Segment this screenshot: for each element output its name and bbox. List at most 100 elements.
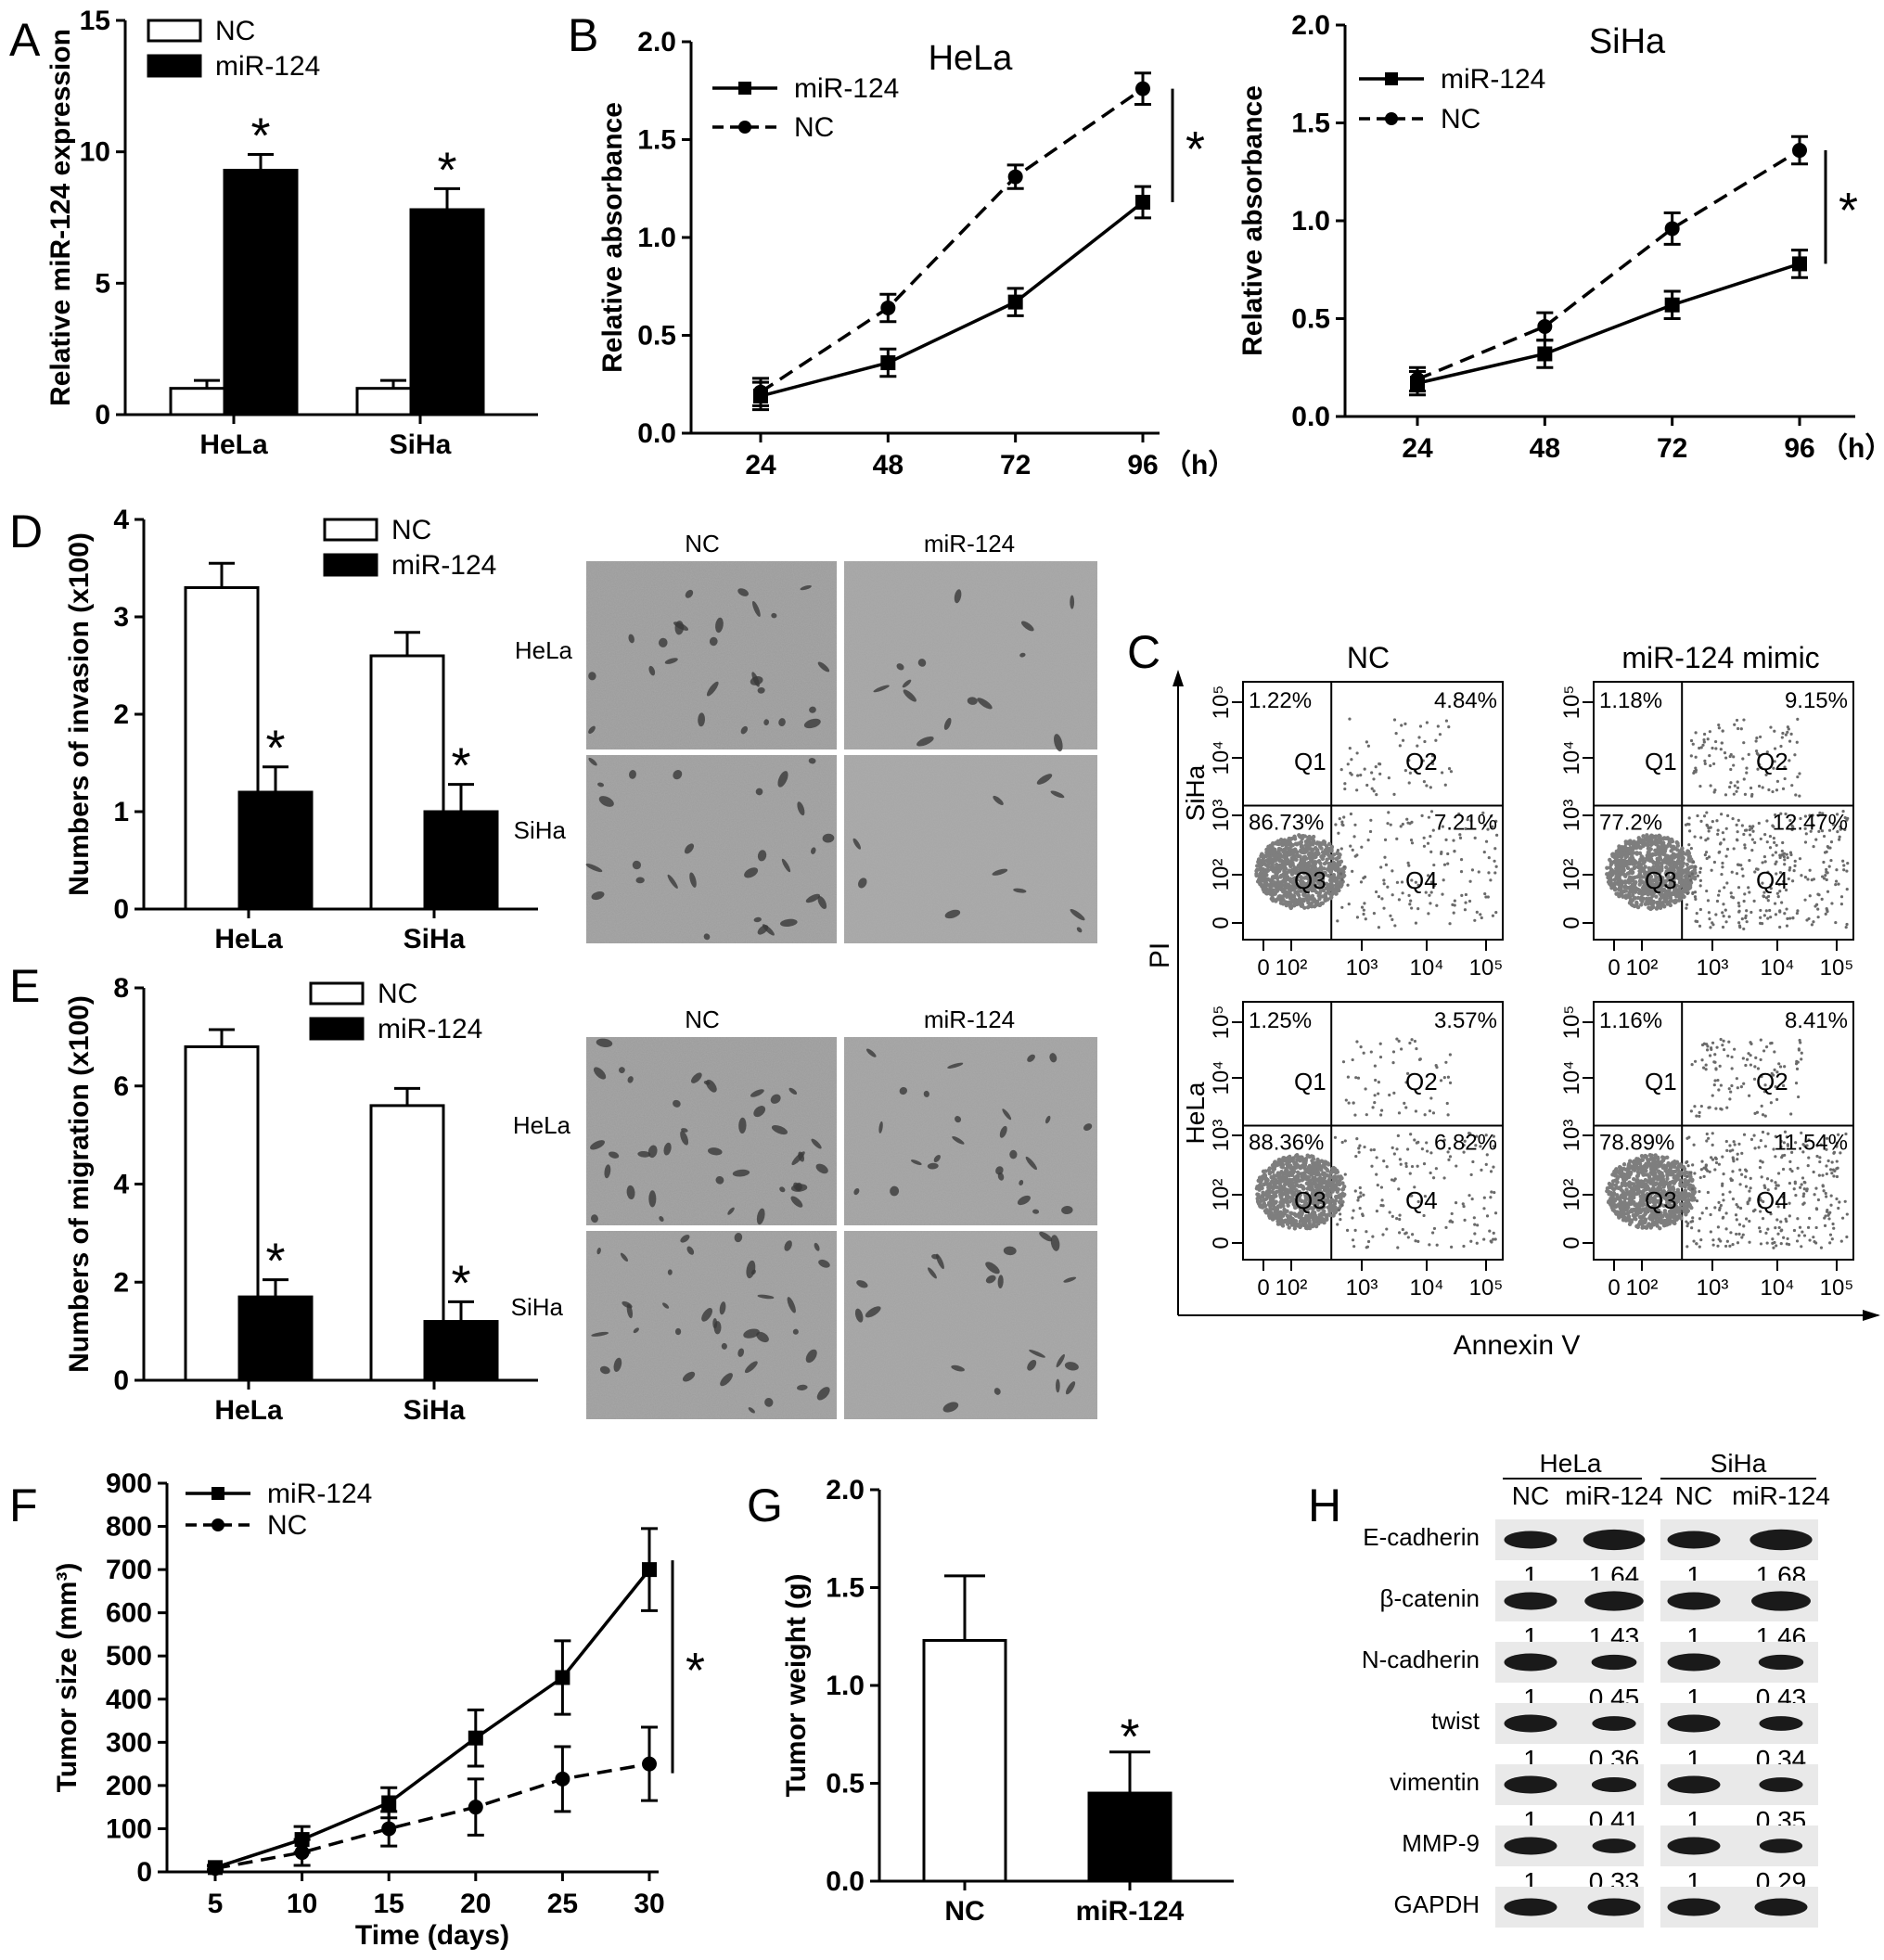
event-dot	[1634, 1163, 1638, 1168]
event-dot	[1379, 865, 1383, 869]
event-dot	[1422, 844, 1427, 848]
y-tick-label: 10⁵	[1209, 685, 1234, 720]
data-point	[468, 1730, 483, 1746]
stained-cell	[917, 659, 927, 667]
event-dot	[1737, 924, 1742, 928]
event-dot	[1388, 1211, 1391, 1214]
data-point	[468, 1800, 483, 1815]
event-dot	[1272, 1167, 1277, 1172]
event-dot	[1704, 851, 1709, 854]
data-point	[880, 300, 896, 315]
event-dot	[1635, 1224, 1640, 1230]
stained-cell	[752, 600, 761, 617]
event-dot	[1693, 835, 1697, 839]
event-dot	[1271, 1216, 1276, 1222]
event-dot	[1636, 1159, 1641, 1164]
event-dot	[1739, 727, 1743, 731]
event-dot	[1694, 865, 1698, 869]
bar	[423, 1320, 499, 1382]
event-dot	[1669, 898, 1673, 903]
event-dot	[1379, 1185, 1384, 1189]
event-dot	[1721, 831, 1724, 835]
event-dot	[1378, 1042, 1382, 1045]
event-dot	[1278, 901, 1284, 905]
x-tick-label: 10⁴	[1760, 955, 1794, 980]
event-dot	[1291, 1156, 1296, 1160]
event-dot	[1490, 1190, 1493, 1194]
event-dot	[1366, 1239, 1371, 1244]
event-dot	[1452, 839, 1455, 842]
stained-cell	[951, 1364, 965, 1372]
stained-cell	[732, 1169, 750, 1177]
event-dot	[1290, 898, 1295, 903]
event-dot	[1724, 908, 1727, 912]
event-dot	[1745, 920, 1749, 924]
event-dot	[1740, 824, 1744, 827]
event-dot	[1467, 1194, 1471, 1198]
event-dot	[1783, 912, 1787, 916]
event-dot	[1263, 863, 1269, 867]
event-dot	[1404, 1164, 1408, 1169]
event-dot	[1657, 846, 1662, 852]
stained-cell	[852, 838, 861, 850]
data-point	[1537, 318, 1553, 334]
event-dot	[1759, 735, 1762, 739]
migration-row-siha: SiHa	[511, 1293, 564, 1321]
event-dot	[1627, 879, 1633, 884]
chart-title: HeLa	[929, 39, 1014, 78]
event-dot	[1408, 1041, 1412, 1045]
event-dot	[1285, 1200, 1289, 1205]
stained-cell	[632, 860, 642, 870]
event-dot	[1334, 1168, 1339, 1173]
event-dot	[1663, 899, 1669, 904]
y-tick-label: 600	[106, 1598, 152, 1629]
stained-cell	[954, 589, 962, 604]
event-dot	[1678, 880, 1684, 885]
event-dot	[1707, 829, 1711, 833]
legend-swatch	[309, 1017, 365, 1041]
event-dot	[1346, 762, 1350, 766]
data-point	[555, 1771, 570, 1787]
event-dot	[1271, 876, 1276, 880]
event-dot	[1304, 849, 1309, 853]
series-line	[760, 200, 1145, 398]
event-dot	[1398, 744, 1402, 748]
event-dot	[1281, 1200, 1286, 1205]
event-dot	[1740, 916, 1744, 921]
event-dot	[1768, 846, 1773, 850]
stained-cell	[923, 1090, 929, 1097]
y-tick-label: 2.0	[826, 1475, 865, 1505]
stained-cell	[791, 1151, 805, 1166]
y-tick-label: 0.0	[1291, 402, 1330, 432]
event-dot	[1266, 849, 1271, 853]
chart-title: SiHa	[1589, 22, 1666, 61]
event-dot	[1333, 890, 1339, 895]
y-tick-label: 0.0	[637, 418, 676, 449]
event-dot	[1678, 848, 1684, 853]
event-dot	[1329, 1207, 1335, 1211]
event-dot	[1812, 920, 1815, 924]
event-dot	[1284, 1174, 1288, 1180]
event-dot	[1279, 1191, 1285, 1196]
y-axis-label: Relative absorbance	[597, 102, 628, 373]
stained-cell	[597, 782, 605, 788]
event-dot	[1480, 916, 1483, 920]
event-dot	[1359, 774, 1363, 777]
legend-label: miR-124	[267, 1479, 372, 1509]
event-dot	[1355, 916, 1360, 919]
event-dot	[1416, 1164, 1419, 1168]
event-dot	[1768, 834, 1773, 839]
event-dot	[1294, 1165, 1300, 1170]
y-tick-label: 200	[106, 1771, 152, 1801]
event-dot	[1370, 771, 1374, 775]
event-dot	[1739, 864, 1743, 867]
event-dot	[1319, 1159, 1325, 1163]
event-dot	[1673, 900, 1678, 904]
event-dot	[1397, 1231, 1402, 1235]
event-dot	[1313, 1220, 1318, 1224]
event-dot	[1795, 740, 1799, 744]
event-dot	[1351, 848, 1354, 852]
x-tick-label: 10²	[1275, 1275, 1308, 1300]
event-dot	[1645, 1172, 1650, 1177]
event-dot	[1404, 1161, 1408, 1165]
